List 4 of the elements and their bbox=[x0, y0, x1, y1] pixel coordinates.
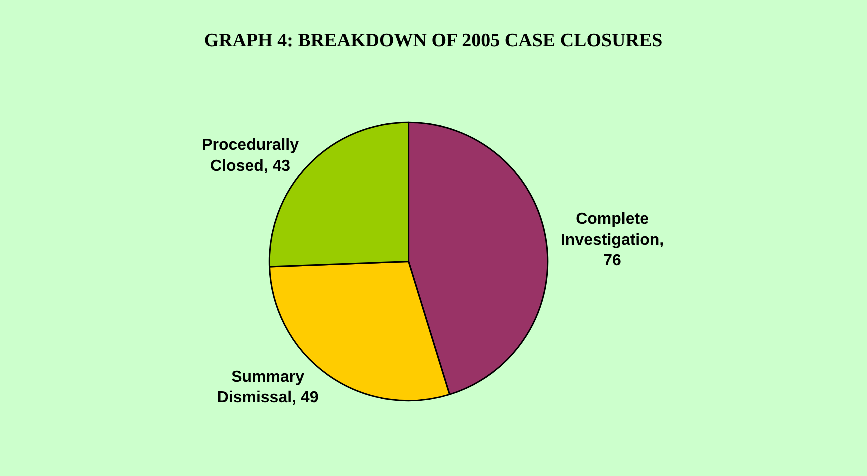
chart-title: GRAPH 4: BREAKDOWN OF 2005 CASE CLOSURES bbox=[204, 30, 663, 52]
slice-label: Summary Dismissal, 49 bbox=[217, 368, 319, 407]
slice-label: Procedurally Closed, 43 bbox=[202, 137, 300, 176]
slice-label: Complete Investigation, 76 bbox=[560, 211, 664, 270]
